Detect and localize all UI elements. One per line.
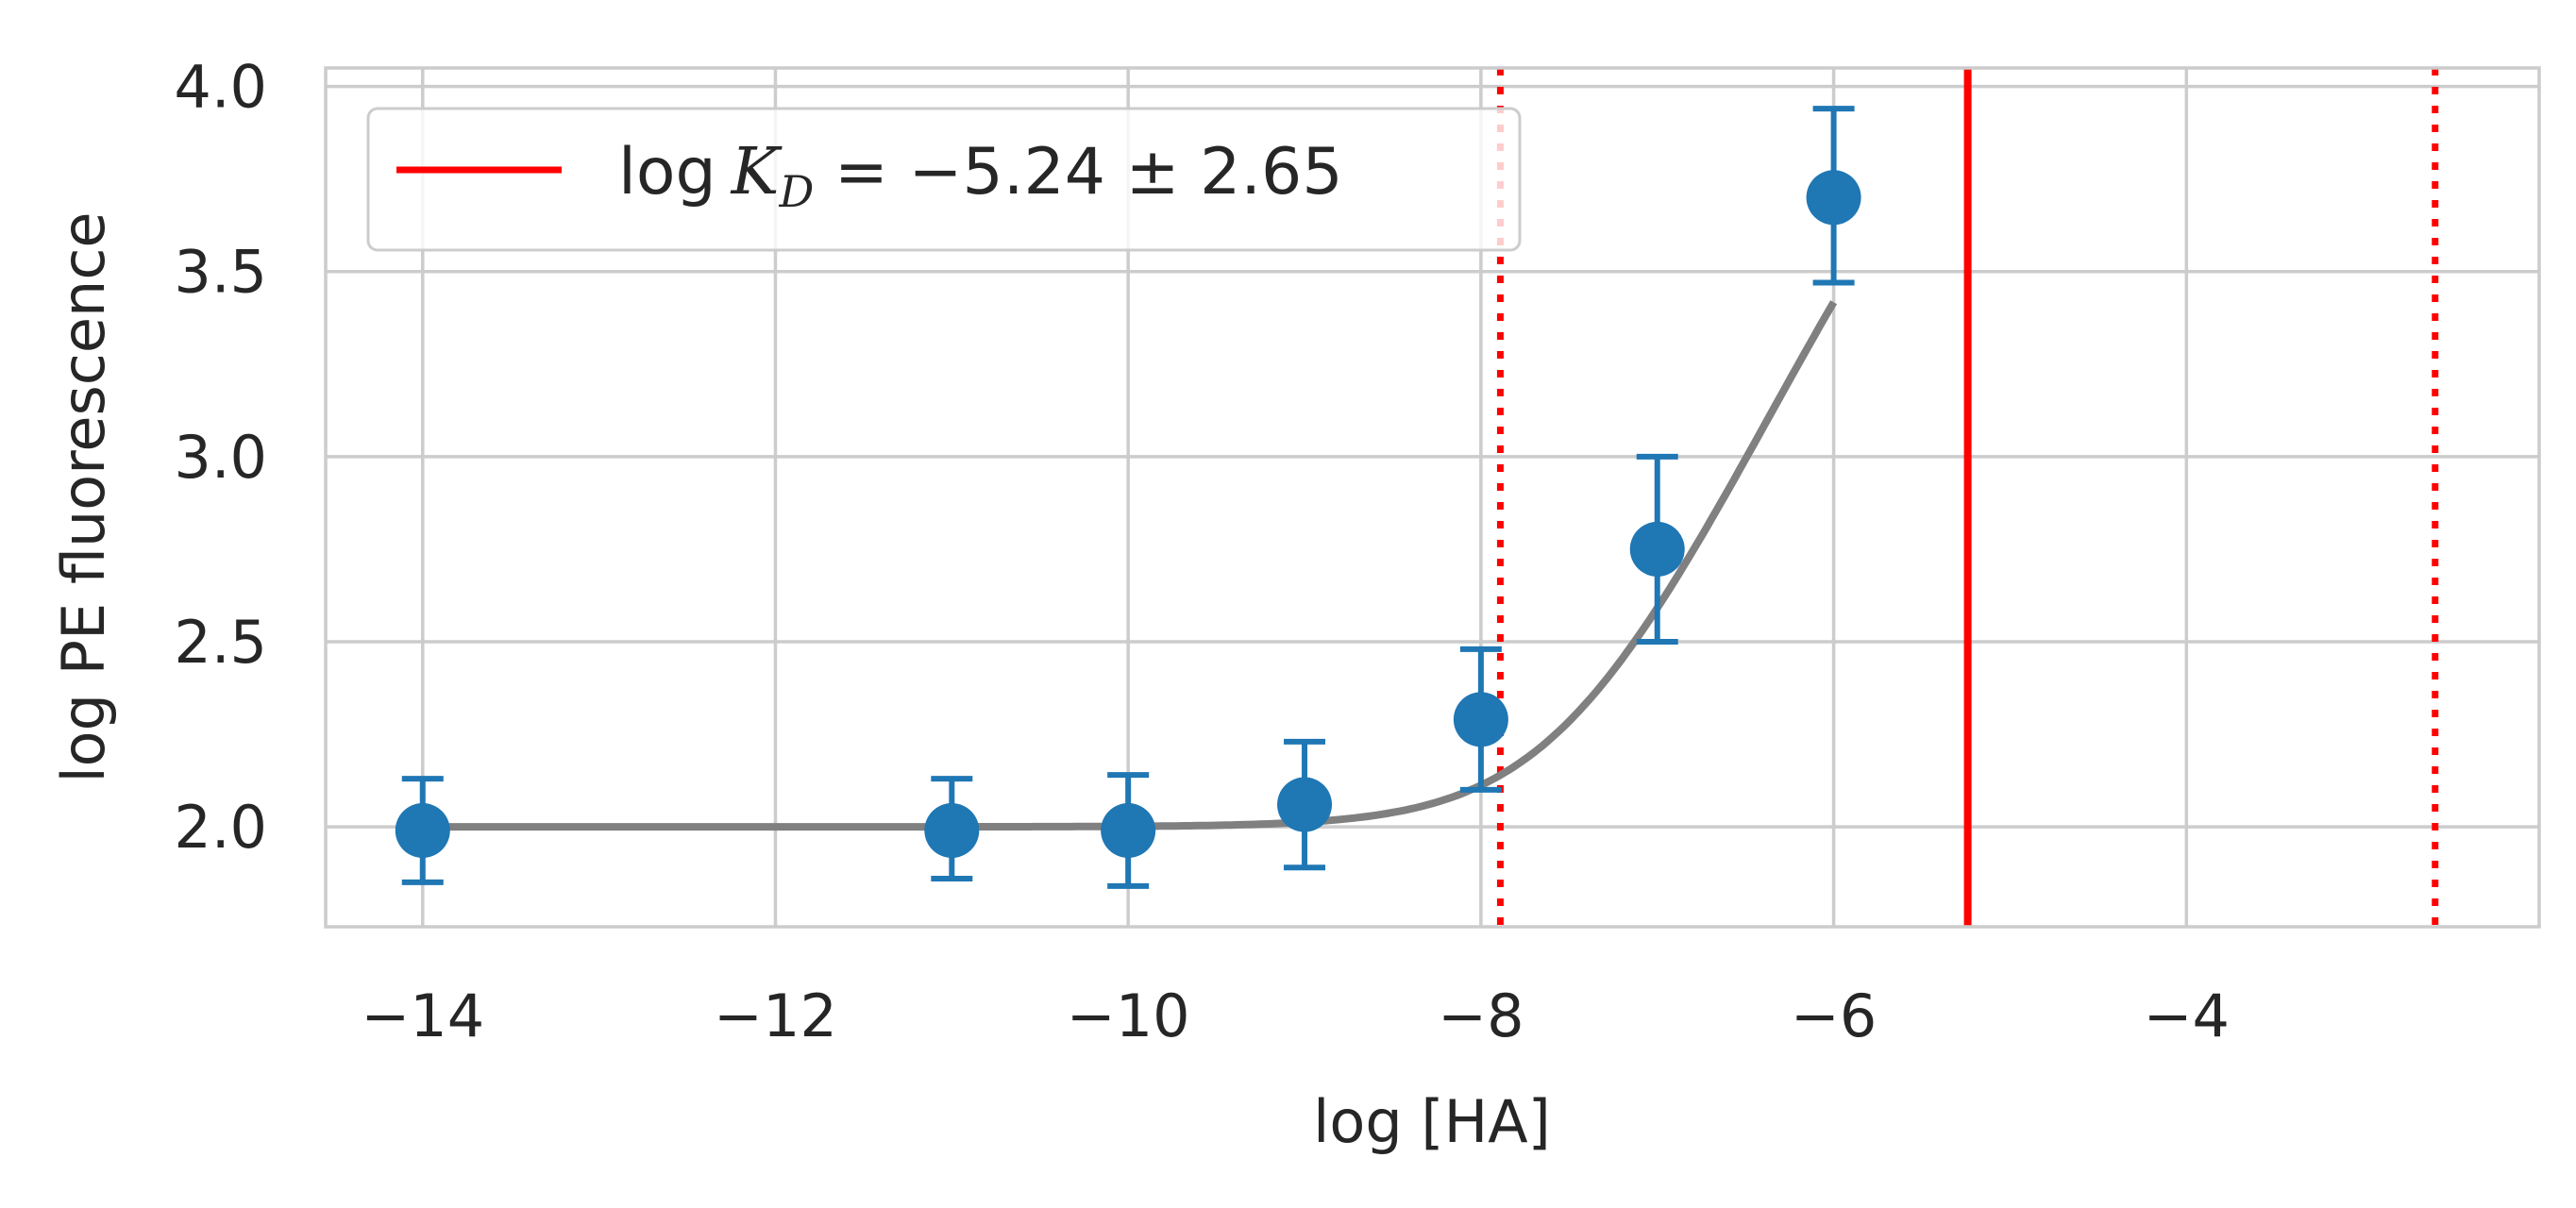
data-point-4 [1453,692,1508,747]
data-points [395,170,1861,859]
x-tick-label-1: −12 [714,982,837,1050]
legend-subscript: D [778,166,814,217]
kd-lines [1496,68,2439,927]
y-tick-label-3: 3.5 [174,238,267,307]
legend: log KD = −5.24 ± 2.65 [366,107,1522,252]
x-tick-label-3: −8 [1438,982,1524,1050]
data-point-0 [395,803,450,859]
x-tick-label-0: −14 [361,982,484,1050]
data-point-5 [1629,521,1685,577]
x-tick-label-5: −4 [2144,982,2230,1050]
legend-box [366,107,1522,252]
y-tick-label-0: 2.0 [174,793,267,862]
data-point-6 [1806,170,1861,226]
y-axis-label: log PE fluorescence [49,211,118,782]
y-tick-label-2: 3.0 [174,423,267,492]
legend-rest: = −5.24 ± 2.65 [814,135,1342,210]
legend-symbol: K [730,135,783,210]
data-point-2 [1101,803,1156,859]
x-tick-label-2: −10 [1067,982,1190,1050]
x-tick-label-4: −6 [1791,982,1877,1050]
data-point-3 [1277,777,1333,832]
y-tick-labels: 2.0 2.5 3.0 3.5 4.0 [174,53,267,862]
legend-prefix: log [618,135,716,210]
y-tick-label-4: 4.0 [174,53,267,122]
y-tick-label-1: 2.5 [174,608,267,677]
plot-frame [324,66,2541,929]
data-point-1 [924,803,980,859]
x-axis-label: log [HA] [1313,1087,1551,1156]
legend-label: log KD = −5.24 ± 2.65 [618,135,1343,217]
x-tick-labels: −14 −12 −10 −8 −6 −4 [361,982,2230,1050]
